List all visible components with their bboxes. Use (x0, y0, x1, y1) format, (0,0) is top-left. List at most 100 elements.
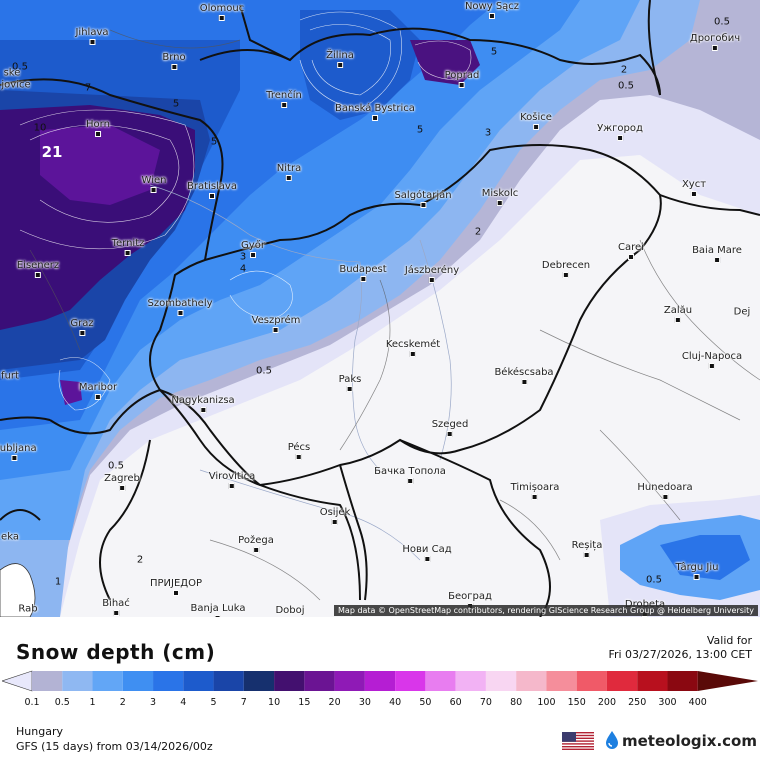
legend-tick-label: 20 (328, 697, 341, 708)
city-name: Paks (338, 374, 362, 385)
contour-value: 3 (484, 127, 492, 139)
city-name: Budapest (339, 264, 387, 275)
legend-swatch (92, 671, 123, 691)
city-name: Wien (141, 175, 167, 186)
legend-tick-label: 80 (510, 697, 523, 708)
city-name: Poprad (444, 70, 480, 81)
contour-value: 0.5 (714, 16, 730, 28)
contour-value: 10 (33, 122, 47, 134)
legend-max-arrow (697, 671, 758, 691)
city-name: Horn (86, 119, 110, 130)
legend-tick-label: 15 (298, 697, 311, 708)
city-dot-icon (280, 102, 287, 108)
city-label: Salgótarján (394, 190, 452, 208)
valid-time: Fri 03/27/2026, 13:00 CET (608, 648, 752, 661)
legend-min-arrow (2, 670, 33, 692)
legend-swatch (637, 671, 668, 691)
city-label: Pécs (288, 442, 310, 460)
city-dot-icon (35, 272, 41, 278)
city-name: Cluj-Napoca (681, 351, 743, 362)
city-dot-icon (252, 547, 259, 553)
legend-tick-label: 70 (479, 697, 492, 708)
city-dot-icon (446, 431, 453, 437)
legend-tick-label: 0.5 (54, 697, 70, 708)
city-name: Kecskemét (385, 339, 441, 350)
contour-value: 3 (239, 251, 247, 263)
legend-swatch (304, 671, 335, 691)
brand-name[interactable]: meteologix.com (622, 732, 757, 750)
city-label: Cluj-Napoca (682, 351, 742, 369)
legend-ticks: 0.1 0.5 1 2 3 4 5 7 10 15 20 30 40 50 60 70 80 100 150 200 2… (0, 697, 760, 711)
city-dot-icon (562, 272, 569, 278)
city-dot-icon (429, 277, 435, 283)
city-name: Хуст (681, 179, 707, 190)
legend-tick-label: 4 (180, 697, 187, 708)
legend-swatch (62, 671, 93, 691)
city-label: Szeged (432, 419, 468, 437)
region-label: Hungary (16, 725, 63, 738)
city-name: Brno (162, 52, 186, 63)
contour-value: 0.5 (108, 460, 124, 472)
city-name: Banja Luka (190, 603, 246, 614)
city-label: Veszprém (252, 315, 300, 333)
city-name: ПРИЈЕДОР (149, 578, 203, 589)
city-dot-icon (209, 193, 215, 199)
city-name: Nitra (276, 163, 302, 174)
us-flag-icon[interactable] (562, 732, 594, 750)
legend-tick-label: 30 (358, 697, 371, 708)
meteologix-logo-icon[interactable] (602, 730, 622, 750)
legend-swatch (32, 671, 63, 691)
city-label: Нови Сад (402, 544, 452, 562)
city-label: Timișoara (510, 482, 560, 500)
contour-value: 0.5 (618, 80, 634, 92)
city-label: Дрогобич (690, 33, 740, 51)
city-name: Maribor (78, 382, 118, 393)
legend-swatch (243, 671, 275, 691)
city-label: Žilina (326, 50, 354, 68)
city-dot-icon (711, 45, 718, 51)
contour-value: 7 (84, 82, 92, 94)
map-attribution: Map data © OpenStreetMap contributors, r… (334, 605, 758, 616)
city-dot-icon (709, 363, 715, 369)
city-label: Miskolc (482, 188, 518, 206)
city-label: Trenčín (266, 90, 302, 108)
contour-value: 4 (239, 263, 247, 275)
contour-value: 5 (490, 46, 498, 58)
city-name: Eisenerz (16, 260, 60, 271)
city-dot-icon (488, 13, 495, 19)
city-dot-icon (583, 552, 590, 558)
city-name: Žilina (326, 50, 354, 61)
city-label: Baia Mare (692, 245, 742, 263)
city-dot-icon (124, 250, 131, 256)
snow-depth-map[interactable]: Olomouc Nowy Sącz Jihlava Brno Žilina Poprad Д… (0, 0, 760, 617)
city-dot-icon (332, 519, 338, 525)
city-name: Virovitica (208, 471, 256, 482)
city-dot-icon (521, 379, 527, 385)
city-name: Drobeta (625, 599, 665, 610)
city-name: Zalău (663, 305, 693, 316)
city-label: Virovitica (209, 471, 255, 489)
city-dot-icon (371, 115, 378, 121)
model-run-label: GFS (15 days) from 03/14/2026/00z (16, 740, 213, 753)
city-name: Timișoara (510, 482, 560, 493)
city-dot-icon (532, 124, 539, 130)
contour-value: 0.5 (256, 365, 272, 377)
legend-tick-label: 100 (537, 697, 556, 708)
city-label: Paks (338, 374, 362, 392)
city-name: Carei (618, 242, 644, 253)
city-label: Ternitz (111, 238, 145, 256)
legend-tick-label: 7 (240, 697, 247, 708)
city-name: Osijek (319, 507, 351, 518)
legend-tick-label: 200 (597, 697, 617, 708)
city-label: Debrecen (542, 260, 590, 278)
legend-swatch (516, 671, 547, 691)
legend-tick-label: 40 (389, 697, 402, 708)
city-name: Bratislava (187, 181, 237, 192)
city-label: Osijek (319, 507, 351, 525)
valid-label: Valid for (706, 634, 752, 647)
city-name: Baia Mare (692, 245, 742, 256)
city-label: Zagreb (104, 473, 140, 491)
city-label: Eisenerz (17, 260, 59, 278)
city-name: Ternitz (111, 238, 145, 249)
city-dot-icon (458, 82, 465, 88)
